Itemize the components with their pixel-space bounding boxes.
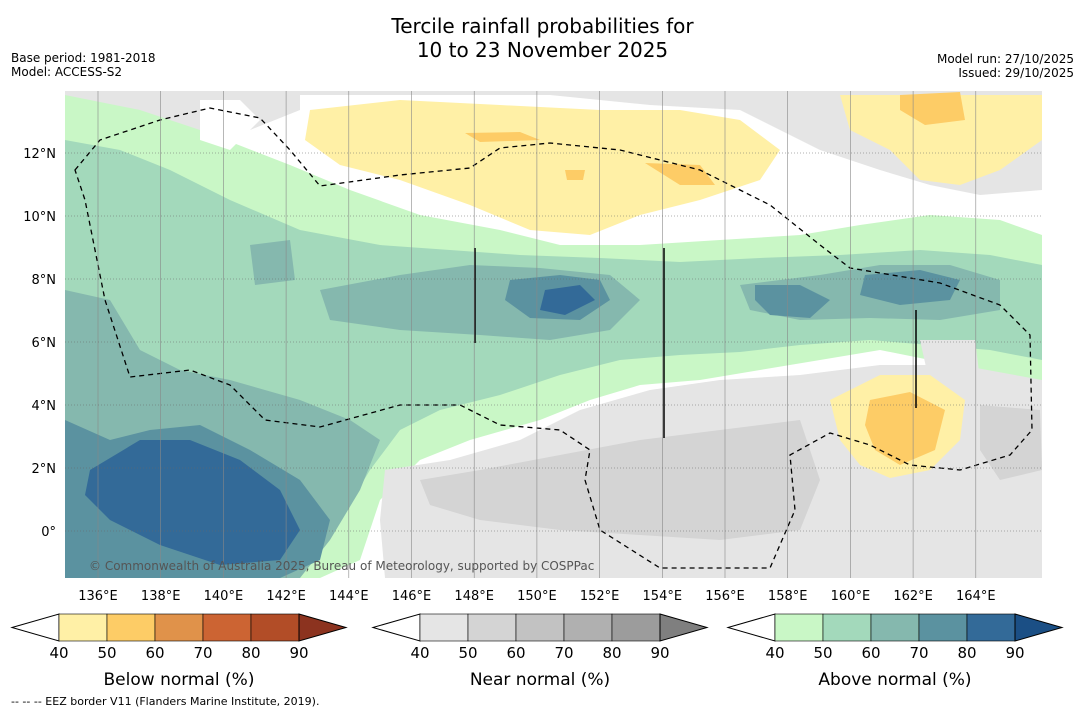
below-50-northeast bbox=[900, 92, 965, 125]
title-line-1: Tercile rainfall probabilities for bbox=[391, 14, 694, 38]
near-colorbar-tick: 60 bbox=[506, 644, 525, 662]
lon-tick-label: 152°E bbox=[580, 589, 620, 604]
below-colorbar-label: Below normal (%) bbox=[104, 670, 255, 690]
above-colorbar-tick: 50 bbox=[813, 644, 832, 662]
near-40-east bbox=[920, 340, 980, 385]
below-colorbar-high-extend bbox=[298, 613, 348, 642]
above-colorbar-tick: 40 bbox=[765, 644, 784, 662]
lon-tick-label: 144°E bbox=[329, 589, 369, 604]
above-colorbar-segment bbox=[966, 613, 1016, 642]
model-run: Model run: 27/10/2025 bbox=[936, 52, 1074, 66]
below-50-north-c bbox=[565, 170, 585, 180]
below-colorbar-tick: 60 bbox=[145, 644, 164, 662]
lat-tick-label: 4°N bbox=[32, 399, 57, 414]
lat-tick-label: 6°N bbox=[32, 336, 57, 351]
above-70-east2 bbox=[755, 285, 830, 318]
lat-tick-label: 0° bbox=[41, 525, 56, 540]
lon-tick-label: 154°E bbox=[643, 589, 683, 604]
near-colorbar-segment bbox=[515, 613, 565, 642]
below-colorbar-segment bbox=[154, 613, 204, 642]
above-80-central bbox=[540, 285, 595, 315]
eez-footnote: -- -- -- EEZ border V11 (Flanders Marine… bbox=[11, 695, 320, 708]
lon-tick-label: 142°E bbox=[266, 589, 306, 604]
lat-tick-label: 10°N bbox=[23, 210, 56, 225]
near-colorbar-label: Near normal (%) bbox=[470, 670, 610, 690]
above-colorbar-segment bbox=[870, 613, 920, 642]
near-colorbar-tick: 90 bbox=[650, 644, 669, 662]
below-colorbar-tick: 80 bbox=[241, 644, 260, 662]
below-colorbar-tick: 40 bbox=[49, 644, 68, 662]
near-colorbar-segment bbox=[611, 613, 661, 642]
above-colorbar-segment bbox=[918, 613, 968, 642]
above-80-region bbox=[85, 440, 300, 565]
near-colorbar-segment bbox=[563, 613, 613, 642]
lat-tick-label: 8°N bbox=[32, 273, 57, 288]
lon-tick-label: 160°E bbox=[831, 589, 871, 604]
below-colorbar-segment bbox=[58, 613, 108, 642]
near-colorbar-tick: 80 bbox=[602, 644, 621, 662]
colorbars: 40 50 60 70 80 90 Below normal (%) 40 50 60 70 80 90… bbox=[10, 613, 1064, 690]
lon-tick-label: 162°E bbox=[893, 589, 933, 604]
near-colorbar-tick: 70 bbox=[554, 644, 573, 662]
below-colorbar-tick: 90 bbox=[289, 644, 308, 662]
above-colorbar-tick: 90 bbox=[1005, 644, 1024, 662]
above-colorbar-tick: 60 bbox=[861, 644, 880, 662]
below-colorbar-tick: 50 bbox=[97, 644, 116, 662]
lon-tick-label: 136°E bbox=[78, 589, 118, 604]
below-40-northeast bbox=[840, 95, 1042, 185]
lat-tick-label: 12°N bbox=[23, 147, 56, 162]
lon-tick-label: 148°E bbox=[454, 589, 494, 604]
lon-tick-label: 158°E bbox=[768, 589, 808, 604]
probability-field bbox=[65, 91, 1042, 578]
below-colorbar-low-extend bbox=[10, 613, 60, 642]
lon-tick-label: 164°E bbox=[956, 589, 996, 604]
map-title: Tercile rainfall probabilities for 10 to… bbox=[0, 14, 1085, 62]
below-colorbar-segment bbox=[250, 613, 300, 642]
title-line-2: 10 to 23 November 2025 bbox=[416, 38, 669, 62]
meta-right: Model run: 27/10/2025 Issued: 29/10/2025 bbox=[937, 52, 1074, 80]
neutral-patch bbox=[200, 100, 260, 150]
below-40-north bbox=[305, 100, 780, 235]
above-colorbar-tick: 80 bbox=[957, 644, 976, 662]
lat-tick-label: 2°N bbox=[32, 462, 57, 477]
below-50-north-a bbox=[465, 132, 540, 142]
above-colorbar-low-extend bbox=[726, 613, 776, 642]
near-50-south bbox=[420, 420, 820, 540]
above-colorbar-segment bbox=[774, 613, 824, 642]
lon-tick-label: 156°E bbox=[705, 589, 745, 604]
copyright-text: © Commonwealth of Australia 2025, Bureau… bbox=[89, 559, 594, 573]
issued-date: Issued: 29/10/2025 bbox=[958, 66, 1074, 80]
below-colorbar-tick: 70 bbox=[193, 644, 212, 662]
above-colorbar-segment bbox=[822, 613, 872, 642]
near-colorbar-high-extend bbox=[659, 613, 709, 642]
model-name: Model: ACCESS-S2 bbox=[11, 65, 123, 79]
gridlines bbox=[65, 91, 1042, 578]
lon-tick-label: 140°E bbox=[204, 589, 244, 604]
above-colorbar-label: Above normal (%) bbox=[818, 670, 971, 690]
tick-labels: 136°E 138°E 140°E 142°E 144°E 146°E 148°E 150°E… bbox=[23, 147, 995, 604]
near-colorbar-low-extend bbox=[371, 613, 421, 642]
near-colorbar-tick: 50 bbox=[458, 644, 477, 662]
above-colorbar-high-extend bbox=[1014, 613, 1064, 642]
below-colorbar-segment bbox=[106, 613, 156, 642]
base-period: Base period: 1981-2018 bbox=[11, 51, 156, 65]
above-colorbar-tick: 70 bbox=[909, 644, 928, 662]
lon-tick-label: 138°E bbox=[141, 589, 181, 604]
below-50-southeast bbox=[865, 392, 945, 465]
near-colorbar-segment bbox=[467, 613, 517, 642]
above-60-spot bbox=[250, 240, 295, 285]
lon-tick-label: 146°E bbox=[392, 589, 432, 604]
meta-left: Base period: 1981-2018 Model: ACCESS-S2 bbox=[11, 51, 156, 79]
near-colorbar-segment bbox=[419, 613, 469, 642]
near-50-east bbox=[980, 405, 1042, 480]
lon-tick-label: 150°E bbox=[517, 589, 557, 604]
below-colorbar-segment bbox=[202, 613, 252, 642]
near-colorbar-tick: 40 bbox=[410, 644, 429, 662]
